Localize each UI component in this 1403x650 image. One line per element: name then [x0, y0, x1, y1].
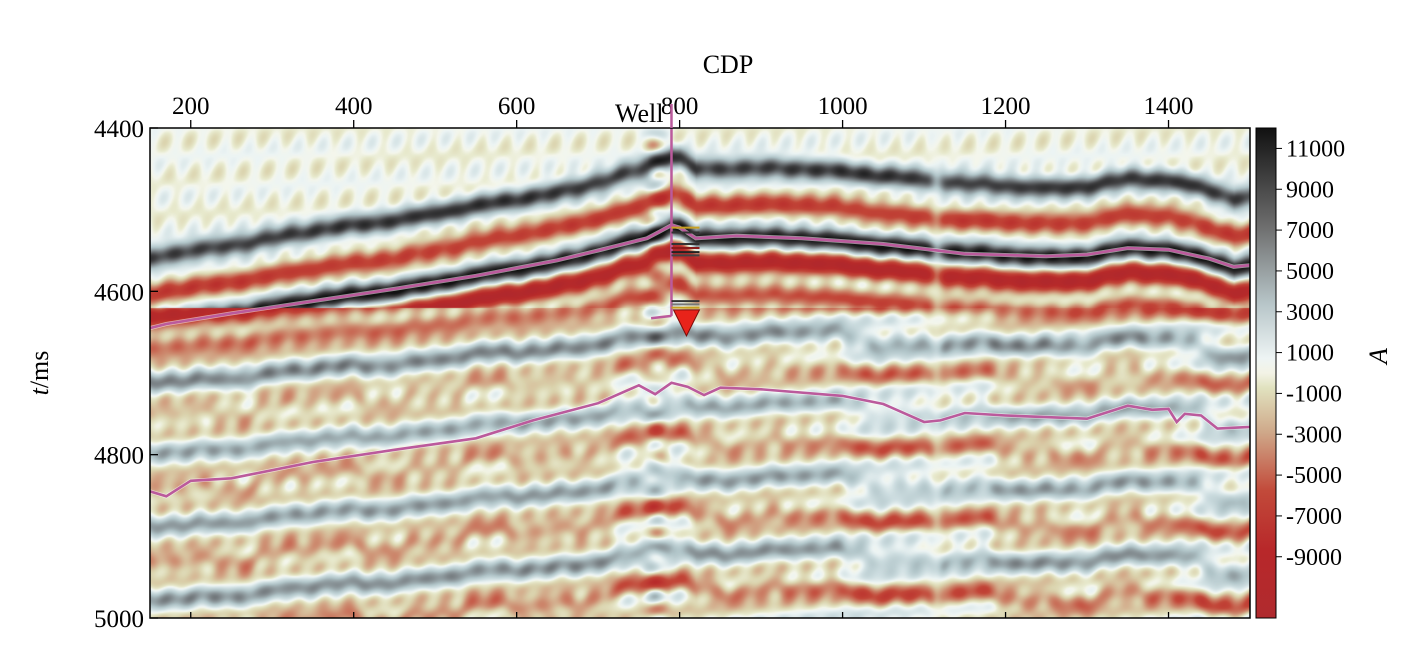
well-path-deviation — [650, 314, 672, 320]
y-tick-label: 4800 — [94, 443, 144, 470]
colorbar-tick-label: 1000 — [1286, 341, 1334, 367]
colorbar-tick-label: -3000 — [1286, 422, 1342, 448]
x-tick-label: 200 — [172, 93, 210, 120]
colorbar-tick-label: 9000 — [1286, 177, 1334, 203]
y-tick-label: 5000 — [94, 606, 144, 633]
x-tick-label: 1000 — [818, 93, 868, 120]
y-axis-ticks: 4400 4600 4800 5000 — [94, 116, 158, 633]
y-axis-label: t/ms — [25, 351, 54, 396]
colorbar-tick-label: 11000 — [1286, 136, 1345, 162]
x-tick-label: 1200 — [981, 93, 1031, 120]
y-axis-label-italic: t — [25, 387, 54, 395]
x-tick-label: 1400 — [1144, 93, 1194, 120]
colorbar-tick-label: -1000 — [1286, 381, 1342, 407]
x-axis-ticks: 200 400 600 800 1000 1200 1400 — [172, 93, 1194, 618]
x-tick-label: 400 — [335, 93, 373, 120]
x-tick-label: 600 — [498, 93, 536, 120]
y-tick-label: 4600 — [94, 279, 144, 306]
colorbar-label: A — [1364, 348, 1393, 366]
plot-frame — [149, 127, 1251, 619]
well-marker — [650, 128, 701, 337]
colorbar-ticks: 11000 9000 7000 5000 3000 1000 -1000 -3000 -5000… — [1276, 136, 1345, 571]
x-axis-label: CDP — [703, 50, 754, 79]
colorbar-tick-label: -7000 — [1286, 504, 1342, 530]
colorbar-tick-label: 5000 — [1286, 259, 1334, 285]
colorbar-tick-label: 3000 — [1286, 300, 1334, 326]
well-target-marker — [672, 309, 701, 337]
x-tick-label: 800 — [661, 93, 699, 120]
y-axis-label-unit: /ms — [25, 351, 54, 389]
y-tick-label: 4400 — [94, 116, 144, 143]
colorbar — [1255, 127, 1277, 619]
horizon-line — [150, 381, 1250, 498]
colorbar-tick-label: 7000 — [1286, 218, 1334, 244]
seismic-amplitude-image — [150, 128, 1250, 618]
colorbar-tick-label: -5000 — [1286, 463, 1342, 489]
colorbar-tick-label: -9000 — [1286, 545, 1342, 571]
well-label: Well — [615, 99, 663, 128]
